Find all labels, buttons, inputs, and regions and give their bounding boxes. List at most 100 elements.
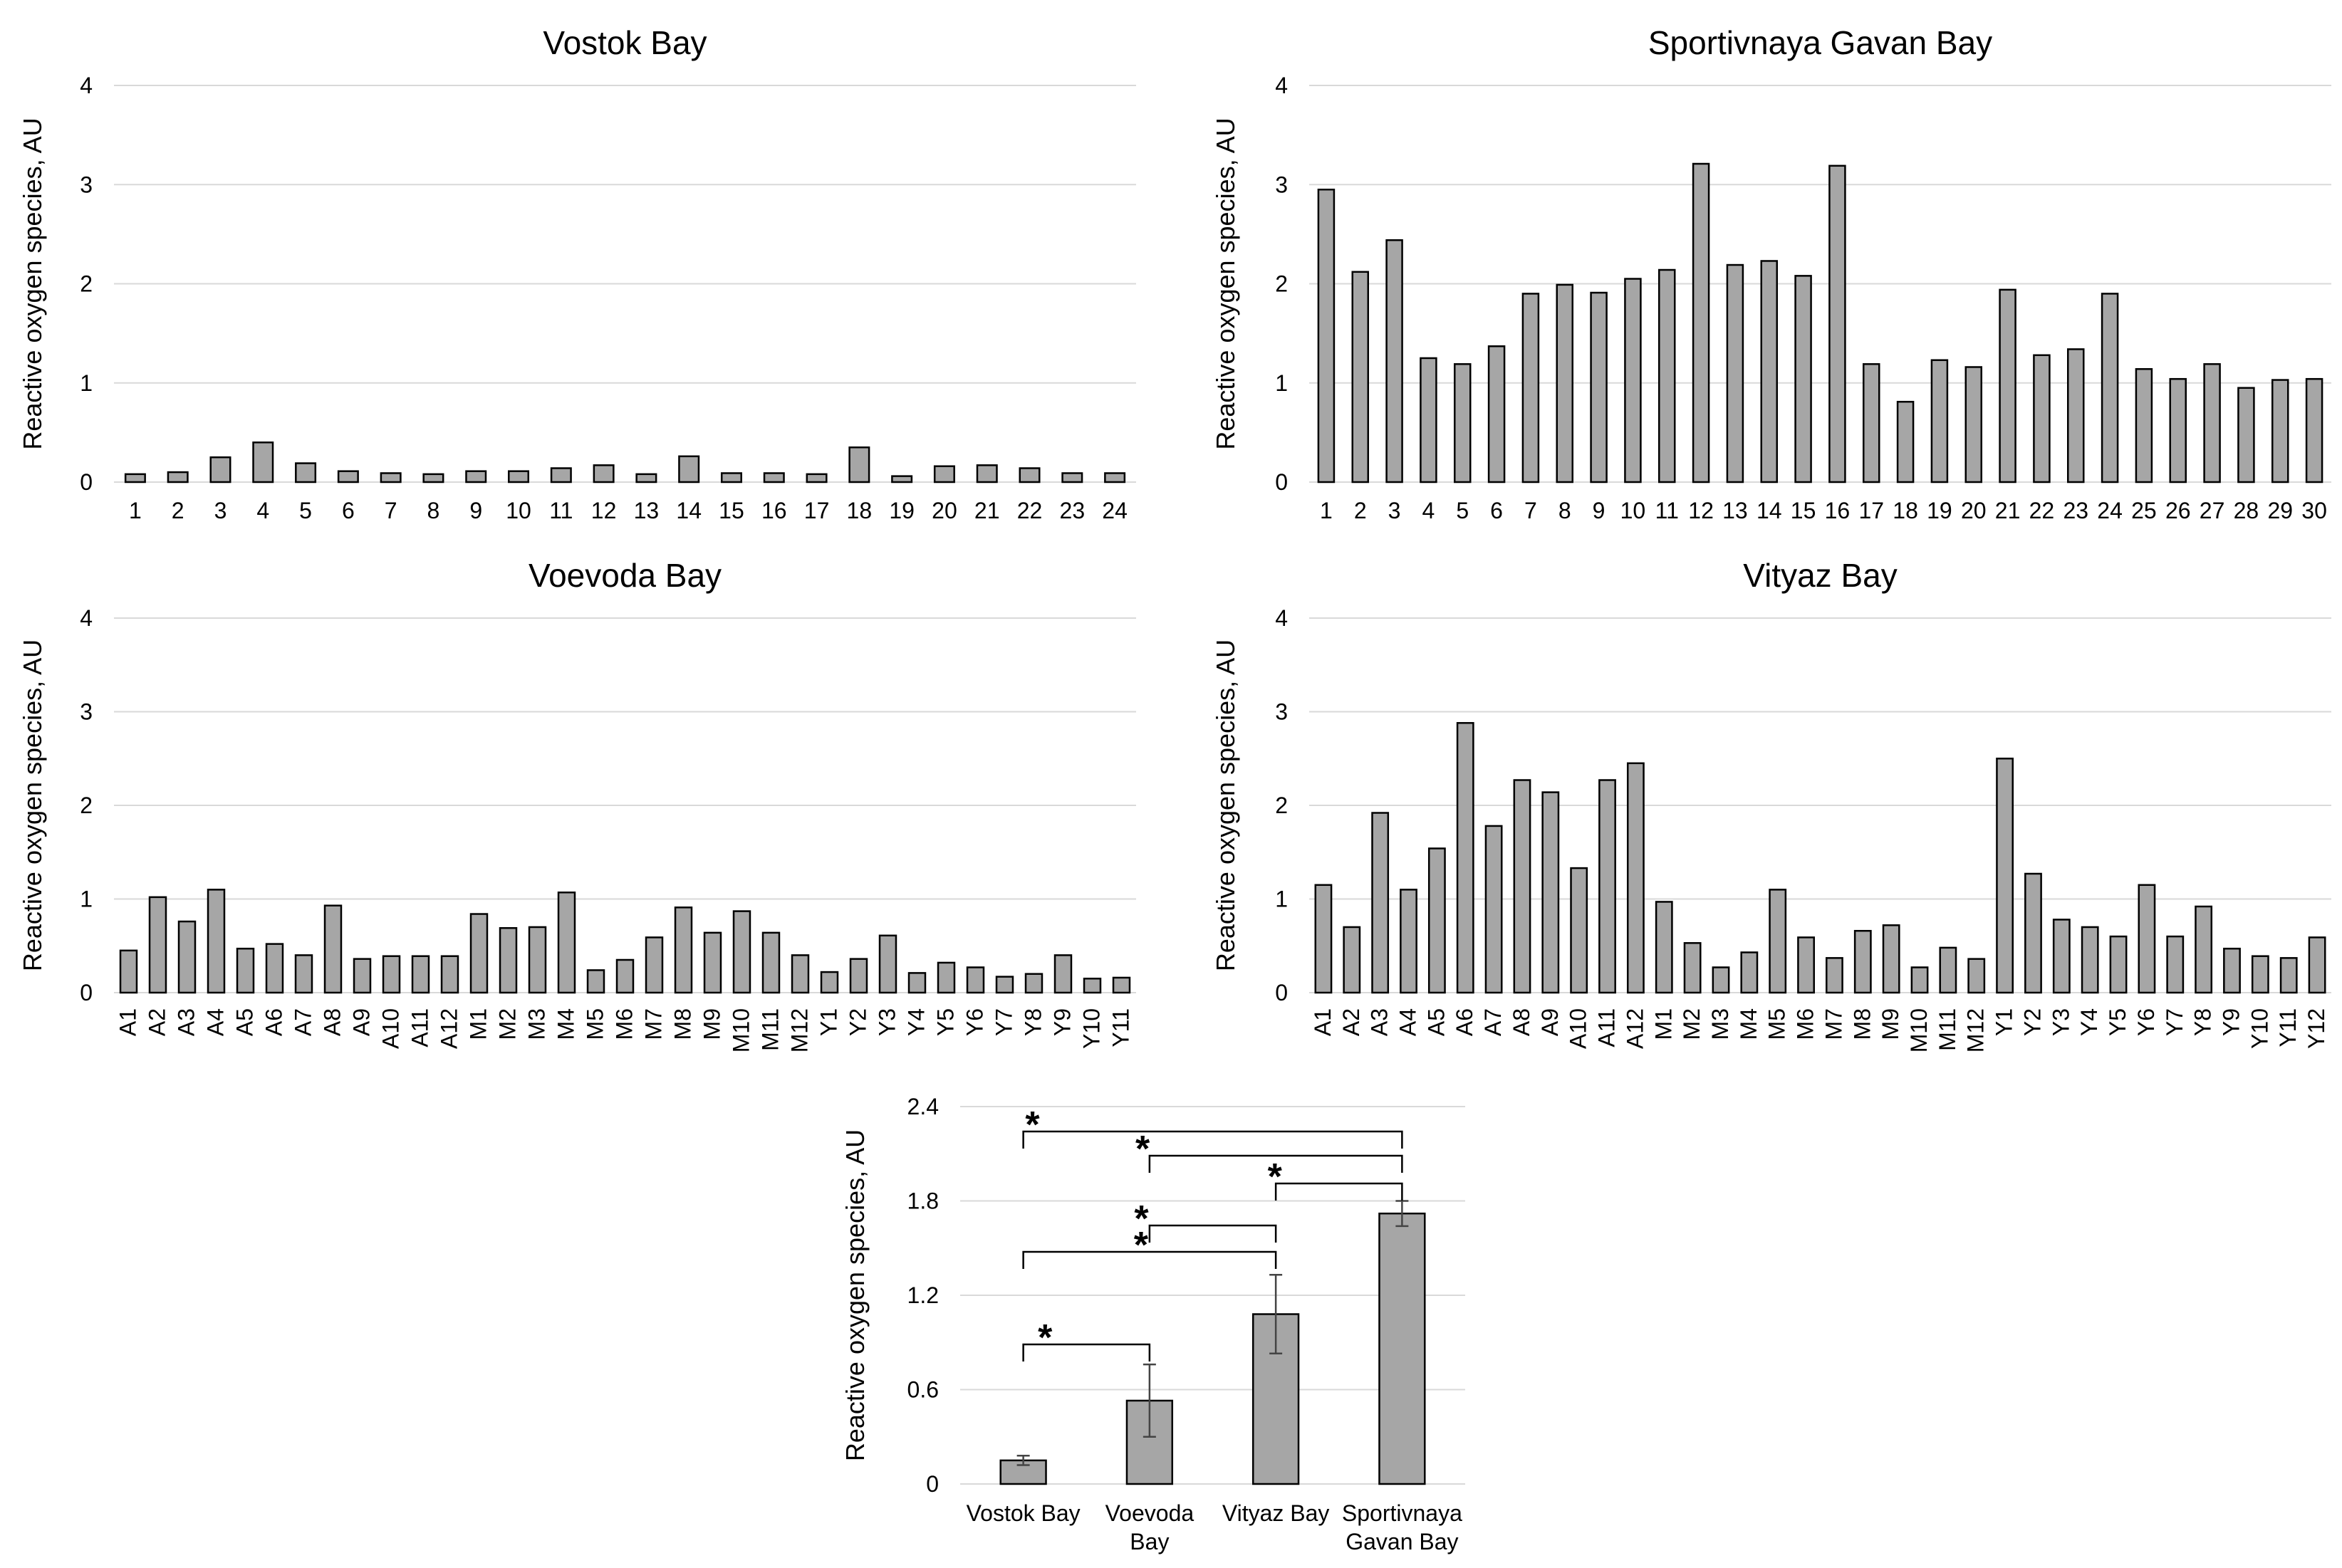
bar [1797, 936, 1815, 994]
x-tick-label: 16 [1825, 498, 1851, 523]
y-tick-label: 0 [926, 1471, 939, 1497]
x-tick-label: M5 [1764, 1008, 1790, 1040]
x-tick-label: 7 [1524, 498, 1537, 523]
bar [2138, 884, 2156, 994]
bar [2271, 379, 2289, 484]
bar [177, 920, 197, 994]
x-tick-label: Voevoda [1105, 1500, 1195, 1526]
y-axis-label: Reactive oxygen species, AU [1211, 117, 1240, 449]
y-tick-label: 4 [80, 73, 93, 98]
x-tick-label: A1 [115, 1008, 141, 1036]
x-tick-label: 17 [804, 498, 830, 523]
x-tick-label: M8 [1849, 1008, 1875, 1040]
chart-panel-3: Voevoda Bay 0 1 2 3 4 Reactive oxygen species,… [18, 557, 1136, 1052]
x-tick-label: 16 [761, 498, 787, 523]
y-axis-label: Reactive oxygen species, AU [18, 639, 47, 971]
bar [720, 472, 742, 484]
y-tick-label: 0 [80, 469, 93, 495]
bar [2081, 926, 2099, 994]
x-tick-label: 13 [1722, 498, 1748, 523]
bar [252, 441, 274, 484]
x-tick-label: M3 [524, 1008, 550, 1040]
x-tick-label: A4 [203, 1008, 229, 1036]
bar [469, 913, 489, 994]
bar [1053, 954, 1073, 994]
x-tick-label: M6 [1793, 1008, 1818, 1040]
chart-title: Vostok Bay [543, 24, 707, 61]
x-tick-label: 21 [974, 498, 1000, 523]
bar [2305, 377, 2323, 484]
x-tick-label: M7 [1821, 1008, 1846, 1040]
x-tick-label: 9 [1593, 498, 1605, 523]
bar [1570, 867, 1588, 994]
bar [2033, 354, 2051, 484]
x-tick-label: 18 [847, 498, 873, 523]
bar [382, 955, 401, 994]
bar [791, 954, 810, 994]
bar [508, 470, 530, 484]
bar [891, 475, 913, 484]
significance-bracket [1274, 1182, 1403, 1201]
bar [937, 961, 956, 994]
bar [1996, 758, 2014, 994]
x-tick-label: 14 [676, 498, 702, 523]
significance-star: * [1268, 1156, 1283, 1198]
x-tick-label: 7 [385, 498, 397, 523]
bar [645, 936, 664, 994]
bar [528, 926, 547, 994]
bar [1657, 268, 1676, 484]
bar [1712, 966, 1730, 994]
y-tick-label: 2 [1275, 793, 1288, 818]
x-tick-label: M2 [495, 1008, 521, 1040]
x-tick-label: M9 [699, 1008, 725, 1040]
bar [1556, 283, 1574, 484]
y-axis-label: Reactive oxygen species, AU [1211, 639, 1240, 971]
x-tick-label: A5 [232, 1008, 258, 1036]
x-tick-label: 24 [1102, 498, 1128, 523]
x-tick-label: A9 [349, 1008, 375, 1036]
bar [465, 470, 487, 484]
bar [1484, 825, 1503, 994]
x-tick-label: 21 [1995, 498, 2021, 523]
significance-bracket [1148, 1154, 1403, 1173]
x-tick-label: Y7 [992, 1008, 1017, 1036]
bar [1061, 472, 1083, 484]
bar [1939, 946, 1957, 994]
x-tick-label: Y5 [933, 1008, 959, 1036]
bar [207, 889, 226, 994]
x-tick-label: A12 [437, 1008, 462, 1049]
x-tick-label: 23 [2063, 498, 2088, 523]
bar [1626, 762, 1645, 994]
x-tick-label: 5 [299, 498, 312, 523]
bar [995, 976, 1014, 994]
bar [976, 464, 998, 484]
bar [763, 472, 785, 484]
x-tick-label: A6 [261, 1008, 287, 1036]
x-tick-label: A11 [407, 1008, 433, 1047]
y-axis-label: Reactive oxygen species, AU [840, 1129, 870, 1461]
bar [1760, 260, 1779, 484]
y-tick-label: 0 [1275, 980, 1288, 1005]
y-tick-label: 4 [1275, 73, 1288, 98]
bar [1541, 791, 1560, 994]
x-tick-label: M10 [729, 1008, 754, 1052]
bar [1112, 976, 1131, 994]
bar [557, 892, 576, 994]
bar [1598, 779, 1616, 994]
bar [635, 473, 657, 484]
y-tick-label: 3 [80, 699, 93, 725]
x-tick-label: 1 [1320, 498, 1333, 523]
bar [1019, 467, 1041, 484]
bar [1826, 957, 1843, 994]
bar [2251, 955, 2269, 994]
x-tick-label: A4 [1395, 1008, 1421, 1036]
x-tick-label: Y10 [2247, 1008, 2272, 1049]
bar [2101, 293, 2119, 484]
x-tick-label: M8 [670, 1008, 696, 1040]
significance-bracket [1022, 1130, 1403, 1149]
bar [1967, 958, 1986, 994]
y-tick-label: 4 [1275, 605, 1288, 631]
bar [265, 943, 284, 994]
bar [353, 958, 372, 994]
